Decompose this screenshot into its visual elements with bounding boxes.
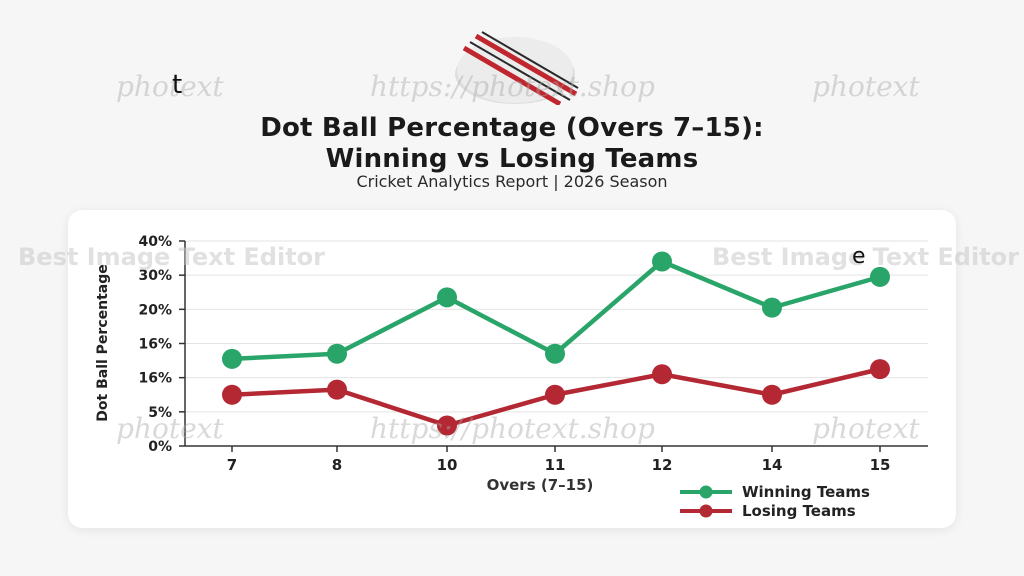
legend-label: Losing Teams bbox=[742, 502, 856, 520]
data-point-losing bbox=[222, 384, 242, 405]
chart-title-line2: Winning vs Losing Teams bbox=[325, 144, 699, 174]
chart-subtitle: Cricket Analytics Report | 2026 Season bbox=[356, 172, 668, 191]
x-tick-label: 7 bbox=[227, 456, 237, 474]
y-tick-label: 40% bbox=[138, 234, 172, 250]
y-tick-label: 16% bbox=[138, 337, 172, 353]
data-point-winning bbox=[870, 266, 890, 287]
watermark-editor: Best Image Text Editor bbox=[18, 243, 325, 271]
legend-label: Winning Teams bbox=[742, 483, 870, 501]
data-point-losing bbox=[870, 359, 890, 380]
data-point-losing bbox=[652, 364, 672, 385]
y-axis-label: Dot Ball Percentage bbox=[95, 264, 111, 421]
y-tick-label: 30% bbox=[138, 268, 172, 284]
watermark-url: https://photext.shop bbox=[370, 412, 655, 445]
watermark-photext: photext bbox=[812, 70, 920, 103]
legend-swatch-marker bbox=[699, 485, 713, 499]
data-point-losing bbox=[327, 379, 347, 400]
x-tick-label: 8 bbox=[332, 456, 342, 474]
x-axis-label: Overs (7–15) bbox=[487, 476, 594, 494]
y-tick-label: 5% bbox=[148, 405, 172, 421]
data-point-winning bbox=[545, 343, 565, 364]
watermark-photext: photext bbox=[812, 412, 920, 445]
watermark-photext: photext bbox=[116, 412, 224, 445]
x-tick-label: 15 bbox=[870, 456, 891, 474]
data-point-losing bbox=[762, 384, 782, 405]
y-tick-label: 16% bbox=[138, 371, 172, 387]
y-tick-label: 20% bbox=[138, 302, 172, 318]
data-point-losing bbox=[545, 384, 565, 405]
data-point-winning bbox=[327, 343, 347, 364]
x-tick-label: 14 bbox=[762, 456, 783, 474]
data-point-winning bbox=[652, 251, 672, 272]
legend-swatch-marker bbox=[699, 504, 713, 518]
data-point-winning bbox=[437, 287, 457, 308]
data-point-winning bbox=[762, 297, 782, 318]
data-point-losing bbox=[437, 415, 457, 436]
x-tick-label: 11 bbox=[545, 456, 566, 474]
watermark-photext: photext bbox=[116, 70, 224, 103]
data-point-winning bbox=[222, 348, 242, 369]
watermark-editor: Best Image Text Editor bbox=[712, 243, 1019, 271]
stray-letter-e: e bbox=[852, 244, 866, 269]
x-tick-label: 10 bbox=[437, 456, 458, 474]
stray-letter-t: t bbox=[172, 70, 183, 100]
x-tick-label: 12 bbox=[652, 456, 673, 474]
cricket-ball-icon bbox=[455, 31, 579, 105]
chart-title-line1: Dot Ball Percentage (Overs 7–15): bbox=[260, 113, 764, 143]
chart-card bbox=[68, 210, 956, 528]
watermark-url: https://photext.shop bbox=[370, 70, 655, 103]
y-tick-label: 0% bbox=[148, 439, 172, 455]
